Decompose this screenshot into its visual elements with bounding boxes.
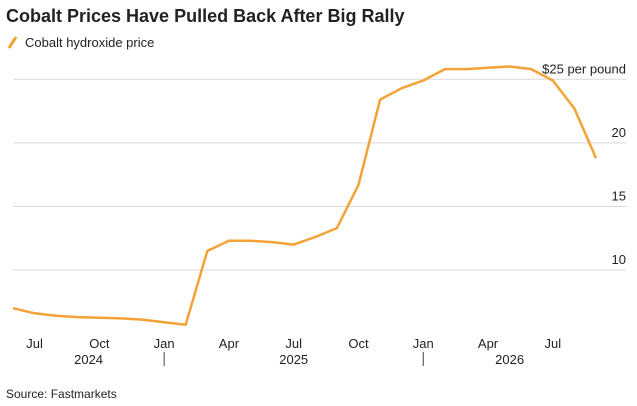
x-tick-label: Jan — [154, 336, 175, 351]
year-label: 2024 — [74, 352, 103, 367]
source: Source: Fastmarkets — [6, 387, 117, 401]
legend-swatch — [7, 36, 18, 49]
y-tick-label: $25 per pound — [542, 61, 626, 76]
x-tick-label: Jul — [285, 336, 302, 351]
price-line — [12, 65, 598, 326]
x-tick-label: Jul — [26, 336, 43, 351]
y-tick-label: 15 — [612, 188, 626, 203]
legend-label: Cobalt hydroxide price — [25, 35, 154, 50]
x-tick-label: Apr — [478, 336, 499, 351]
y-tick-label: 10 — [612, 252, 626, 267]
x-tick-label: Oct — [348, 336, 369, 351]
x-tick-label: Apr — [219, 336, 240, 351]
chart-title: Cobalt Prices Have Pulled Back After Big… — [6, 6, 404, 26]
x-tick-label: Jul — [545, 336, 562, 351]
year-label: 2026 — [495, 352, 524, 367]
y-tick-label: 20 — [612, 125, 626, 140]
x-tick-label: Oct — [89, 336, 110, 351]
year-label: 2025 — [279, 352, 308, 367]
x-tick-label: Jan — [413, 336, 434, 351]
